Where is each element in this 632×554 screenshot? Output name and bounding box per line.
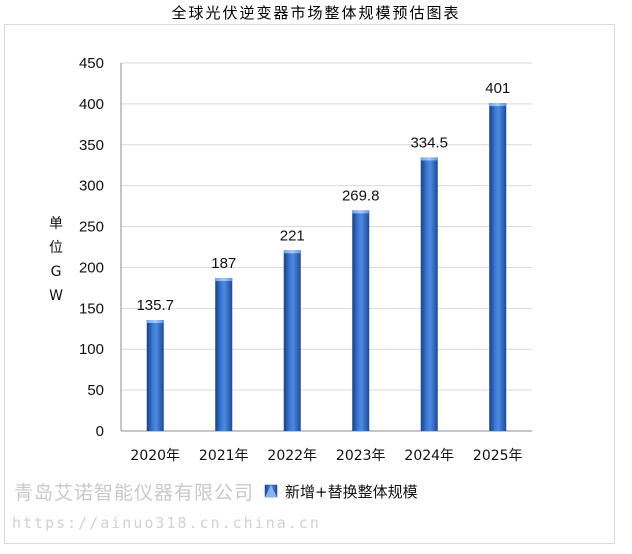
legend-label: 新增+替换整体规模 — [285, 483, 418, 501]
bar — [420, 157, 438, 431]
chart-border — [4, 24, 615, 544]
y-tick-label: 0 — [96, 423, 104, 440]
bar — [489, 103, 507, 432]
y-tick-label: 100 — [79, 341, 104, 358]
gridlines — [120, 62, 532, 432]
y-tick-label: 50 — [87, 382, 104, 399]
bar-body — [215, 278, 233, 431]
bar-body — [489, 103, 507, 432]
bar-body — [352, 210, 370, 431]
y-tick-label: 350 — [79, 137, 104, 154]
bar — [215, 278, 233, 431]
data-label: 221 — [280, 227, 305, 244]
data-label: 269.8 — [342, 187, 380, 204]
watermark-url: https://ainuo318.cn.china.cn — [12, 514, 321, 532]
x-tick-label: 2023年 — [336, 448, 386, 464]
y-axis-label-char: 单 — [49, 216, 63, 232]
bar-body — [283, 250, 301, 431]
x-tick-label: 2025年 — [473, 448, 523, 464]
x-axis-ticks: 2020年 2021年 2022年 2023年 2024年 2025年 — [130, 448, 522, 464]
data-label: 334.5 — [410, 134, 448, 151]
bar-cap — [215, 278, 233, 282]
bar-cap — [283, 250, 301, 254]
y-tick-label: 250 — [79, 219, 104, 236]
y-tick-label: 400 — [79, 96, 104, 113]
data-label: 187 — [211, 255, 236, 272]
bars — [146, 103, 507, 432]
y-axis-ticks: 0 50 100 150 200 250 300 350 400 450 — [79, 55, 104, 440]
y-tick-label: 150 — [79, 300, 104, 317]
watermark-company: 青岛艾诺智能仪器有限公司 — [14, 482, 254, 504]
bar-cap — [146, 320, 164, 324]
x-tick-label: 2022年 — [267, 448, 317, 464]
y-axis-label-char: G — [51, 264, 62, 280]
bar-cap — [420, 157, 438, 161]
bar — [352, 210, 370, 431]
y-tick-label: 200 — [79, 259, 104, 276]
data-label: 135.7 — [136, 297, 174, 314]
y-axis-label-char: 位 — [49, 240, 63, 256]
bar-cap — [489, 103, 507, 107]
bar — [283, 250, 301, 431]
x-tick-label: 2024年 — [404, 448, 454, 464]
y-axis-label-char: W — [49, 288, 63, 304]
legend-marker — [264, 484, 278, 498]
y-tick-label: 300 — [79, 178, 104, 195]
x-tick-label: 2021年 — [199, 448, 249, 464]
legend: 新增+替换整体规模 — [264, 483, 418, 501]
data-labels: 135.7 187 221 269.8 334.5 401 — [136, 80, 510, 314]
y-tick-label: 450 — [79, 55, 104, 72]
bar-body — [420, 157, 438, 431]
chart-title: 全球光伏逆变器市场整体规模预估图表 — [171, 4, 460, 22]
x-tick-label: 2020年 — [130, 448, 180, 464]
data-label: 401 — [485, 80, 510, 97]
bar — [146, 320, 164, 431]
bar-cap — [352, 210, 370, 214]
bar-body — [146, 320, 164, 431]
